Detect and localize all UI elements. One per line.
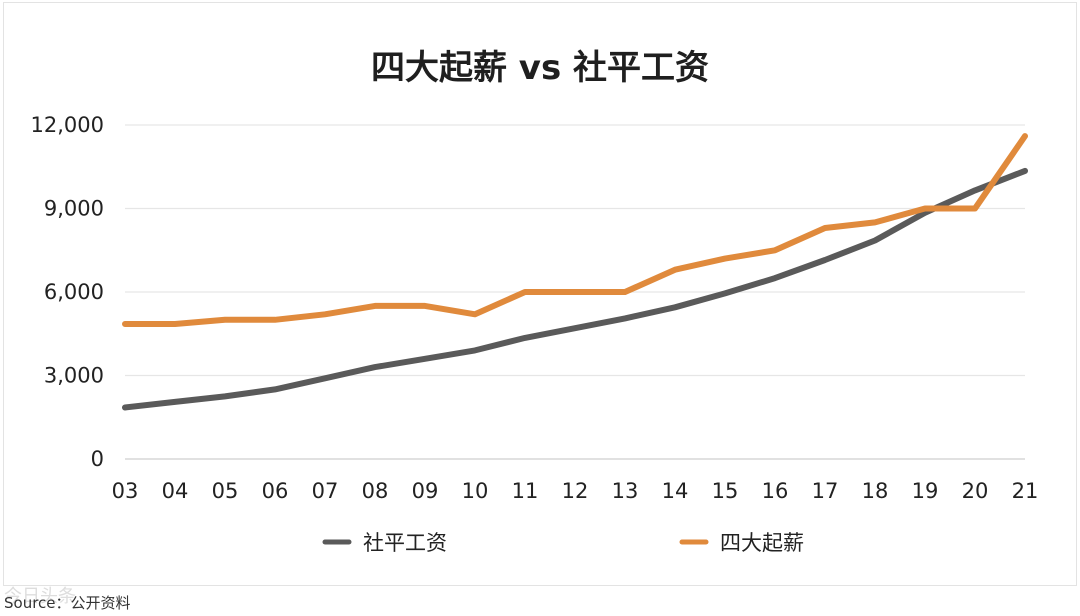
x-tick-label: 05	[212, 479, 239, 503]
x-tick-label: 10	[462, 479, 489, 503]
x-tick-label: 12	[562, 479, 589, 503]
x-tick-label: 13	[612, 479, 639, 503]
series-line-2	[122, 133, 1028, 327]
x-tick-label: 16	[762, 479, 789, 503]
x-tick-label: 09	[412, 479, 439, 503]
watermark: 今日头条	[4, 586, 76, 607]
x-tick-label: 18	[862, 479, 889, 503]
x-tick-label: 06	[262, 479, 289, 503]
x-tick-label: 17	[812, 479, 839, 503]
legend: 社平工资 四大起薪	[322, 531, 804, 555]
x-axis-ticks: 03 04 05 06 07 08 09 10 11 12 13 14 15 16 17 18 19 20 21	[112, 479, 1039, 503]
y-tick-label: 3,000	[44, 364, 104, 388]
x-tick-label: 20	[962, 479, 989, 503]
y-axis-ticks: 0 3,000 6,000 9,000 12,000	[31, 113, 104, 471]
x-tick-label: 07	[312, 479, 339, 503]
x-tick-label: 19	[912, 479, 939, 503]
legend-label: 社平工资	[363, 531, 447, 555]
x-tick-label: 08	[362, 479, 389, 503]
chart-title: 四大起薪 vs 社平工资	[370, 48, 710, 88]
y-tick-label: 0	[91, 447, 104, 471]
x-tick-label: 21	[1012, 479, 1039, 503]
x-tick-label: 11	[512, 479, 539, 503]
x-tick-label: 14	[662, 479, 689, 503]
x-tick-label: 04	[162, 479, 189, 503]
y-tick-label: 9,000	[44, 197, 104, 221]
series-lines	[122, 133, 1028, 411]
legend-label: 四大起薪	[720, 531, 804, 555]
source-note: Source：公开资料	[4, 594, 131, 612]
x-tick-label: 15	[712, 479, 739, 503]
x-tick-label: 03	[112, 479, 139, 503]
y-tick-label: 12,000	[31, 113, 104, 137]
series-line-1	[122, 167, 1028, 411]
y-tick-label: 6,000	[44, 280, 104, 304]
